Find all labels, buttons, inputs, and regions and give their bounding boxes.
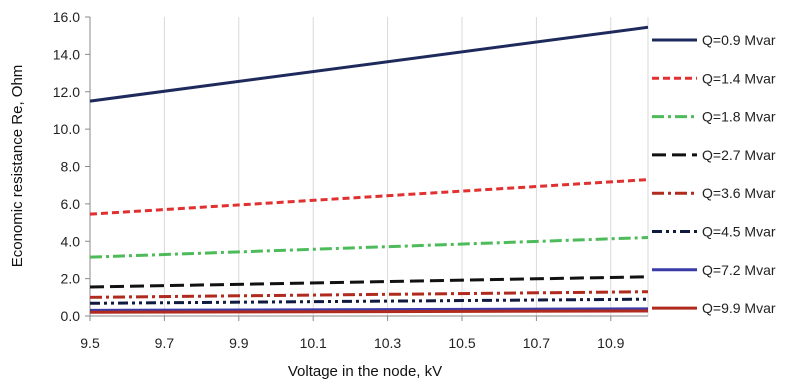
series-lines [89,25,649,314]
y-tick-label: 4.0 [61,233,81,249]
grid-lines [89,17,649,316]
x-axis-ticks: 9.5 9.7 9.9 10.1 10.3 10.5 10.7 10.9 [80,316,625,351]
y-tick-label: 16.0 [53,9,80,25]
y-tick-label: 14.0 [53,46,80,62]
x-axis-title: Voltage in the node, kV [288,363,442,380]
x-tick-label: 9.7 [155,335,175,351]
series-line [89,25,649,103]
series-line [89,275,649,289]
legend-label: Q=4.5 Mvar [702,224,776,240]
series-line [89,236,649,259]
series-line [89,307,649,312]
legend-label: Q=9.9 Mvar [702,300,776,316]
series-line [89,309,649,314]
legend-label: Q=0.9 Mvar [702,32,776,48]
y-axis-title: Economic resistance Re, Ohm [9,65,26,268]
series-line [89,297,649,305]
y-axis-ticks: 0.0 2.0 4.0 6.0 8.0 10.0 12.0 14.0 16.0 [53,9,90,324]
legend-label: Q=1.8 Mvar [702,109,776,125]
x-tick-label: 10.5 [448,335,475,351]
legend-label: Q=2.7 Mvar [702,147,776,163]
y-tick-label: 10.0 [53,121,80,137]
y-tick-label: 2.0 [61,271,81,287]
x-tick-label: 10.9 [597,335,624,351]
plot-area [89,17,648,317]
series-line [89,290,649,299]
series-line [89,178,649,216]
x-tick-label: 9.9 [229,335,249,351]
legend-label: Q=7.2 Mvar [702,262,776,278]
x-tick-label: 10.1 [300,335,327,351]
y-tick-label: 12.0 [53,84,80,100]
y-tick-label: 6.0 [61,196,81,212]
x-tick-label: 10.7 [523,335,550,351]
x-tick-label: 9.5 [80,335,100,351]
legend: Q=0.9 Mvar Q=1.4 Mvar Q=1.8 Mvar Q=2.7 Mvar… [652,32,776,316]
legend-label: Q=1.4 Mvar [702,70,776,86]
y-tick-label: 0.0 [61,308,81,324]
y-tick-label: 8.0 [61,159,81,175]
x-tick-label: 10.3 [374,335,401,351]
legend-label: Q=3.6 Mvar [702,185,776,201]
